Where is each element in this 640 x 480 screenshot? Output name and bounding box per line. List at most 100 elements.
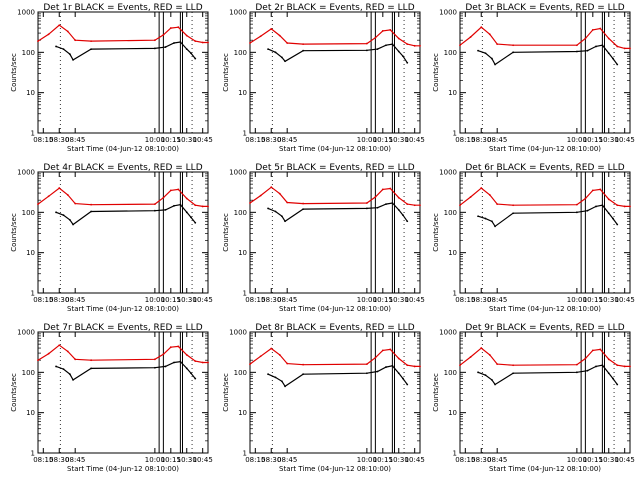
data-point-events: [164, 365, 167, 368]
y-tick-label: 1000: [229, 329, 247, 337]
data-point-lld: [616, 364, 619, 367]
data-point-lld: [381, 349, 384, 352]
data-point-lld: [374, 356, 377, 359]
data-point-lld: [302, 363, 305, 366]
y-tick-label: 1000: [439, 169, 457, 177]
data-point-events: [490, 220, 493, 223]
y-tick-label: 1: [243, 450, 247, 458]
data-point-lld: [194, 360, 197, 362]
y-tick-label: 10: [26, 249, 35, 257]
data-point-lld: [259, 35, 262, 38]
data-point-events: [607, 212, 610, 215]
x-tick-label: 08:30: [261, 136, 281, 144]
y-axis-label: Counts/sec: [432, 213, 440, 252]
data-point-events: [55, 45, 57, 48]
y-tick-label: 100: [234, 369, 247, 377]
y-tick-label: 1000: [229, 169, 247, 177]
data-point-lld: [66, 194, 69, 196]
plot-frame: [37, 11, 209, 134]
plot-frame: [459, 11, 631, 134]
series-line-lld: [37, 24, 208, 44]
data-point-lld: [616, 45, 619, 48]
x-tick-label: 08:45: [65, 136, 85, 144]
series-line-events: [55, 204, 196, 226]
data-point-lld: [185, 197, 188, 200]
data-point-lld: [74, 39, 77, 42]
y-tick-label: 10: [448, 249, 457, 257]
data-point-lld: [177, 188, 180, 191]
x-tick-label: 10:00: [357, 456, 377, 464]
data-point-lld: [397, 37, 400, 40]
panel-det-4: Det 4r BLACK = Events, RED = LLD 1 10 100 10…: [10, 163, 213, 313]
data-point-lld: [584, 197, 587, 200]
data-point-events: [302, 208, 305, 211]
y-tick-label: 100: [234, 209, 247, 217]
data-point-events: [274, 51, 277, 54]
x-tick-label: 10:45: [405, 456, 425, 464]
x-tick-label: 08:15: [455, 136, 475, 144]
x-tick-label: 08:15: [33, 136, 53, 144]
y-axis-label: Counts/sec: [10, 373, 18, 412]
data-point-events: [595, 45, 597, 48]
data-point-events: [267, 373, 269, 376]
x-tick-label: 10:15: [373, 456, 393, 464]
data-point-lld: [629, 47, 631, 50]
data-point-events: [153, 47, 156, 50]
x-tick-label: 10:45: [193, 456, 213, 464]
data-point-lld: [616, 204, 619, 207]
data-point-lld: [74, 358, 77, 361]
plot-frame: [249, 331, 421, 454]
data-point-events: [72, 223, 74, 226]
series-line-events: [267, 202, 408, 223]
series-line-lld: [249, 28, 420, 47]
series-line-events: [55, 360, 196, 381]
data-point-lld: [90, 203, 93, 206]
data-point-lld: [469, 356, 472, 358]
data-point-events: [274, 376, 277, 379]
plot-frame: [37, 331, 209, 454]
y-axis-label: Counts/sec: [432, 373, 440, 412]
data-point-events: [391, 364, 394, 367]
plot-frame: [249, 11, 421, 134]
data-point-events: [406, 61, 409, 64]
y-tick-label: 1: [453, 130, 457, 138]
y-tick-label: 10: [26, 89, 35, 97]
panel-title: Det 5r BLACK = Events, RED = LLD: [255, 163, 414, 173]
data-point-lld: [488, 354, 491, 356]
x-tick-label: 10:00: [357, 136, 377, 144]
series-line-events: [267, 43, 408, 64]
data-point-lld: [599, 27, 602, 30]
data-point-lld: [259, 355, 262, 358]
data-point-lld: [201, 41, 204, 44]
data-point-lld: [201, 205, 204, 208]
data-point-lld: [58, 344, 61, 347]
data-point-lld: [302, 202, 305, 205]
data-point-lld: [591, 28, 594, 31]
data-point-lld: [58, 187, 61, 189]
panel-det-1: Det 1r BLACK = Events, RED = LLD 1 10 100 10…: [10, 3, 213, 153]
data-point-events: [385, 203, 387, 206]
data-point-lld: [419, 204, 421, 207]
data-point-lld: [374, 36, 377, 39]
data-point-lld: [249, 202, 251, 204]
series-line-lld: [37, 344, 208, 364]
panel-det-6: Det 6r BLACK = Events, RED = LLD 1 10 100 10…: [432, 163, 635, 313]
data-point-events: [385, 44, 387, 47]
data-point-lld: [47, 352, 50, 355]
series-line-lld: [459, 26, 630, 50]
x-axis-label: Start Time (04-Jun-12 08:10:00): [489, 305, 601, 313]
data-point-events: [173, 42, 175, 44]
y-axis-label: Counts/sec: [222, 213, 230, 252]
x-axis-label: Start Time (04-Jun-12 08:10:00): [489, 145, 601, 153]
series-line-events: [477, 204, 618, 228]
data-point-events: [284, 60, 286, 63]
data-point-lld: [406, 203, 409, 206]
data-point-events: [173, 361, 175, 364]
x-tick-label: 10:00: [145, 456, 165, 464]
data-point-events: [612, 217, 614, 220]
data-point-events: [616, 223, 619, 226]
data-point-lld: [374, 196, 377, 198]
data-point-lld: [177, 345, 180, 348]
data-point-events: [194, 377, 197, 380]
x-tick-label: 08:15: [455, 296, 475, 304]
